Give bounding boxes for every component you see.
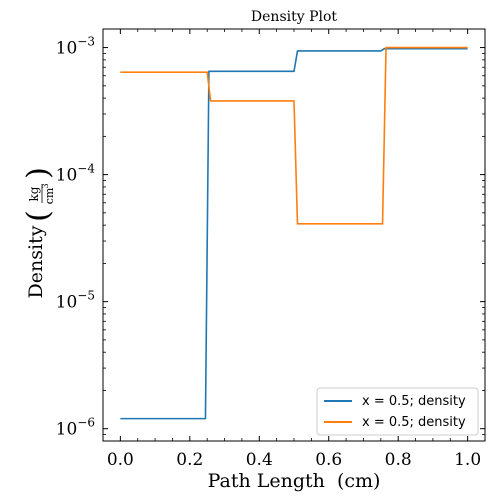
y-axis-label-unit-den-exp: 3 <box>41 183 50 188</box>
x-tick-label-4: 0.8 <box>385 450 412 470</box>
y-axis-label-close-paren: ) <box>21 167 56 179</box>
plot-frame <box>103 29 485 441</box>
chart-title: Density Plot <box>251 9 338 25</box>
x-axis-label: Path Length (cm) <box>208 470 381 492</box>
y-axis-label-text: Density <box>25 225 47 298</box>
y-axis-label-unit-den: cm <box>43 187 56 204</box>
x-tick-label-3: 0.6 <box>315 450 342 470</box>
legend: x = 0.5; density x = 0.5; density <box>317 388 478 435</box>
x-tick-label-0: 0.0 <box>107 450 134 470</box>
x-tick-label-1: 0.2 <box>176 450 203 470</box>
y-axis-label: Density ( kg cm 3 ) <box>21 167 56 298</box>
y-tick-label-0: 10−6 <box>56 416 95 440</box>
series-line-1 <box>120 48 467 224</box>
x-tick-label-2: 0.4 <box>246 450 273 470</box>
y-tick-label-3: 10−3 <box>56 35 95 59</box>
y-axis-label-unit-num: kg <box>27 186 41 201</box>
y-tick-label-2: 10−4 <box>56 162 96 186</box>
legend-label-orange: x = 0.5; density <box>362 415 466 430</box>
series-lines <box>120 48 467 419</box>
legend-label-blue: x = 0.5; density <box>362 394 466 409</box>
y-axis-label-open-paren: ( <box>21 210 56 222</box>
x-tick-label-5: 1.0 <box>454 450 481 470</box>
y-tick-label-1: 10−5 <box>56 289 95 313</box>
y-axis-ticks: 10−6 10−5 10−4 10−3 <box>56 35 485 441</box>
